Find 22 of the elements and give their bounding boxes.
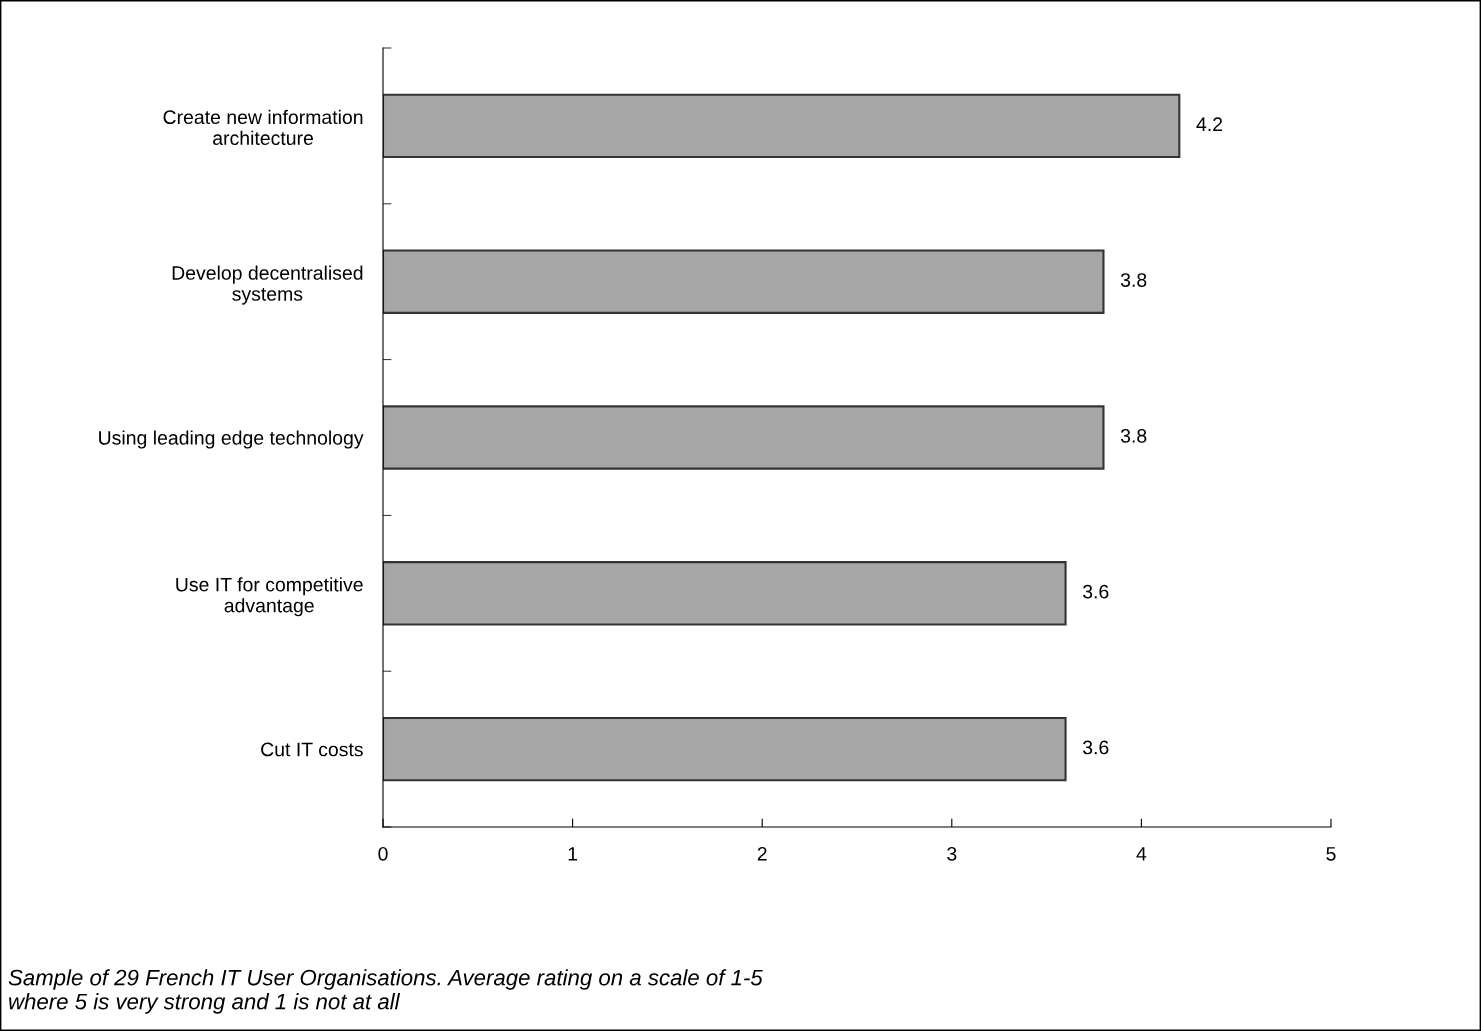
bar: [383, 93, 1181, 159]
bar: [383, 716, 1067, 782]
y-tick-label: Cut IT costs: [261, 742, 363, 757]
x-tick-label: 5: [1326, 847, 1336, 861]
y-tick-label: Develop decentralised systems: [172, 265, 363, 305]
x-tick-label: 1: [568, 847, 578, 861]
x-tick-label: 2: [757, 846, 767, 861]
x-tick-label: 0: [378, 846, 388, 861]
data-label: 3.8: [1120, 428, 1147, 443]
data-label: 4.2: [1196, 117, 1223, 131]
y-tick-label: Use IT for competitive advantage: [176, 577, 363, 617]
data-label: 3.6: [1082, 584, 1109, 599]
bar: [383, 561, 1067, 626]
data-label: 3.6: [1082, 740, 1109, 755]
y-tick-label: Using leading edge technology: [99, 430, 364, 449]
data-label: 3.8: [1120, 273, 1147, 287]
bar: [383, 405, 1105, 470]
bar: [383, 249, 1105, 314]
y-tick-label: Create new information architecture: [163, 109, 363, 146]
x-tick-label: 3: [947, 846, 957, 861]
text: Sample of 29 French IT User Organisations. Average rating on a scale of 1-5 where 5 is very strong and 1 is not at all: [8, 969, 763, 1014]
x-tick-label: 4: [1136, 847, 1147, 861]
